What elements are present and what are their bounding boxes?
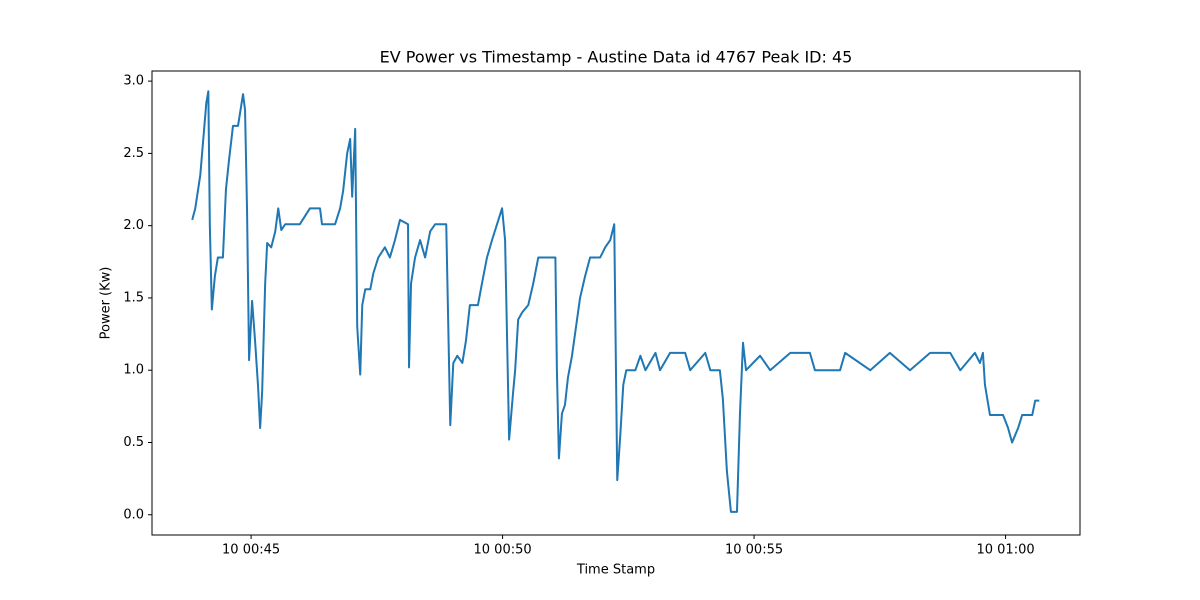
y-tick-label: 1.5	[123, 290, 144, 305]
x-tick-label: 10 01:00	[976, 543, 1034, 558]
x-tick-label: 10 00:45	[222, 543, 280, 558]
x-tick-label: 10 00:50	[474, 543, 532, 558]
y-tick-label: 2.5	[123, 146, 144, 161]
y-tick-label: 0.0	[123, 507, 144, 522]
y-tick-label: 1.0	[123, 363, 144, 378]
x-tick-label: 10 00:55	[725, 543, 783, 558]
data-line	[191, 90, 1040, 513]
chart-title: EV Power vs Timestamp - Austine Data id …	[380, 48, 853, 67]
y-tick-label: 0.5	[123, 435, 144, 450]
y-tick-label: 3.0	[123, 74, 144, 89]
x-axis-label: Time Stamp	[576, 563, 655, 578]
y-axis-label: Power (Kw)	[99, 267, 114, 340]
y-tick-label: 2.0	[123, 218, 144, 233]
plot-frame	[151, 70, 1081, 536]
